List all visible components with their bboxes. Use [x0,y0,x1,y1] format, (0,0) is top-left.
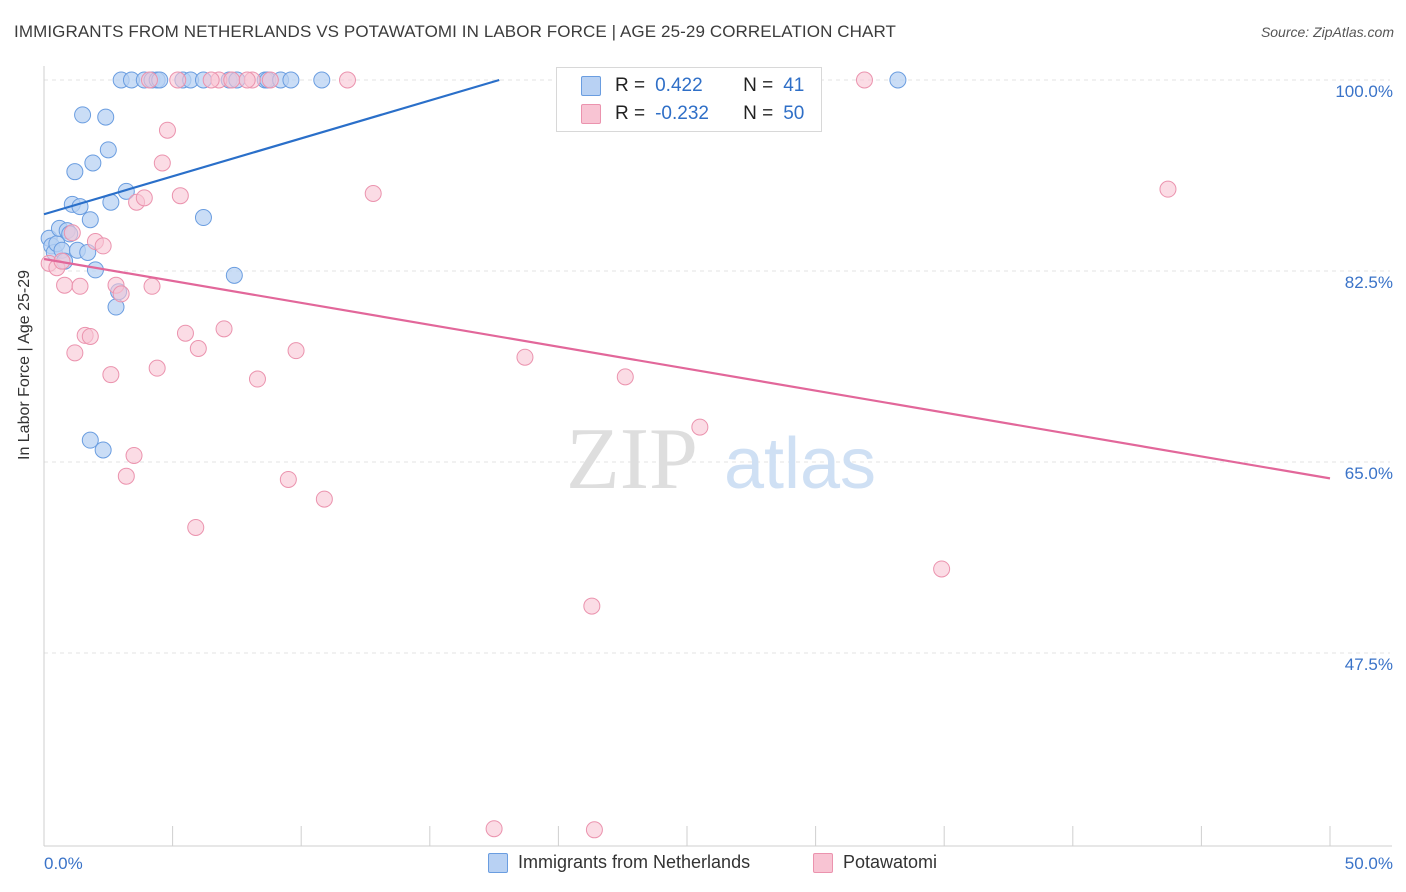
x-tick-label: 0.0% [44,854,83,873]
data-point-potawatomi [125,446,143,464]
data-point-netherlands [313,71,331,89]
trend-line-netherlands [43,78,500,216]
data-point-netherlands [94,441,112,459]
legend-r-value: 0.422 [655,75,703,96]
data-point-netherlands [86,261,104,279]
legend-r-label: R = [615,75,646,96]
data-point-potawatomi [855,71,873,89]
legend-swatch-blue [488,852,508,873]
axes [43,66,1392,847]
data-point-potawatomi [279,470,297,488]
data-point-potawatomi [238,71,256,89]
data-point-netherlands [194,209,212,227]
axis-ticks [43,826,1331,846]
data-point-netherlands [81,431,99,449]
legend-n-value: 50 [783,103,805,124]
data-point-potawatomi [143,277,161,295]
data-point-potawatomi [261,71,279,89]
legend-r-value: -0.232 [655,103,709,124]
data-point-netherlands [74,106,92,124]
data-point-potawatomi [158,121,176,139]
data-point-potawatomi [117,467,135,485]
bottom-legend-potawatomi[interactable]: Potawatomi [813,852,937,873]
trend-line-potawatomi [43,257,1331,480]
data-point-potawatomi [63,224,81,242]
data-point-potawatomi [485,820,503,838]
legend-swatch-pink [813,852,833,873]
y-tick-label: 82.5% [1345,273,1393,292]
data-point-potawatomi [81,327,99,345]
data-point-potawatomi [112,285,130,303]
data-point-potawatomi [148,359,166,377]
data-point-potawatomi [1159,180,1177,198]
data-point-potawatomi [223,71,241,89]
data-point-potawatomi [616,368,634,386]
data-point-potawatomi [176,324,194,342]
data-point-potawatomi [187,518,205,536]
data-point-potawatomi [215,320,233,338]
data-point-netherlands [81,211,99,229]
data-point-potawatomi [248,370,266,388]
data-point-potawatomi [171,187,189,205]
data-point-netherlands [225,266,243,284]
data-point-potawatomi [583,597,601,615]
y-tick-label: 47.5% [1345,655,1393,674]
legend-swatch-blue [581,76,601,96]
data-point-netherlands [99,141,117,159]
data-point-netherlands [97,108,115,126]
data-point-potawatomi [338,71,356,89]
data-point-netherlands [282,71,300,89]
watermark-atlas: atlas [724,424,876,504]
data-point-potawatomi [94,237,112,255]
data-point-potawatomi [140,71,158,89]
y-tick-label: 100.0% [1335,82,1393,101]
x-tick-label: 50.0% [1345,854,1393,873]
legend-label-netherlands: Immigrants from Netherlands [518,852,751,872]
data-point-potawatomi [102,366,120,384]
data-point-potawatomi [315,490,333,508]
source-label: Source: ZipAtlas.com [1260,24,1394,40]
data-point-potawatomi [691,418,709,436]
data-point-potawatomi [169,71,187,89]
data-point-potawatomi [933,560,951,578]
legend-n-label: N = [743,75,774,96]
bottom-legend-netherlands[interactable]: Immigrants from Netherlands [488,852,750,873]
data-point-potawatomi [516,348,534,366]
data-point-potawatomi [135,189,153,207]
data-point-netherlands [84,154,102,172]
data-point-potawatomi [56,276,74,294]
grid-lines [44,79,1390,654]
chart-title: IMMIGRANTS FROM NETHERLANDS VS POTAWATOM… [14,22,897,41]
data-point-potawatomi [66,344,84,362]
y-axis-label: In Labor Force | Age 25-29 [16,269,33,460]
legend-row-netherlands: R = 0.422 N = 41 [581,74,804,98]
legend-n-value: 41 [783,75,805,96]
legend-n-label: N = [743,103,774,124]
legend-r-label: R = [615,103,646,124]
legend-swatch-pink [581,104,601,124]
watermark-zip: ZIP [566,411,698,508]
data-point-netherlands [889,71,907,89]
data-point-potawatomi [287,342,305,360]
data-point-potawatomi [71,277,89,295]
data-point-potawatomi [153,154,171,172]
data-point-potawatomi [202,71,220,89]
data-point-potawatomi [189,339,207,357]
tick-labels: 100.0% 82.5% 65.0% 47.5% 0.0% 50.0% [44,82,1393,873]
legend-row-potawatomi: R = -0.232 N = 50 [581,102,804,126]
data-point-potawatomi [585,821,603,839]
data-point-potawatomi [364,185,382,203]
legend-label-potawatomi: Potawatomi [843,852,938,872]
data-point-netherlands [66,163,84,181]
trend-lines [43,78,1331,480]
y-tick-label: 65.0% [1345,464,1393,483]
correlation-legend: R = 0.422 N = 41 R = -0.232 N = 50 [556,67,822,132]
